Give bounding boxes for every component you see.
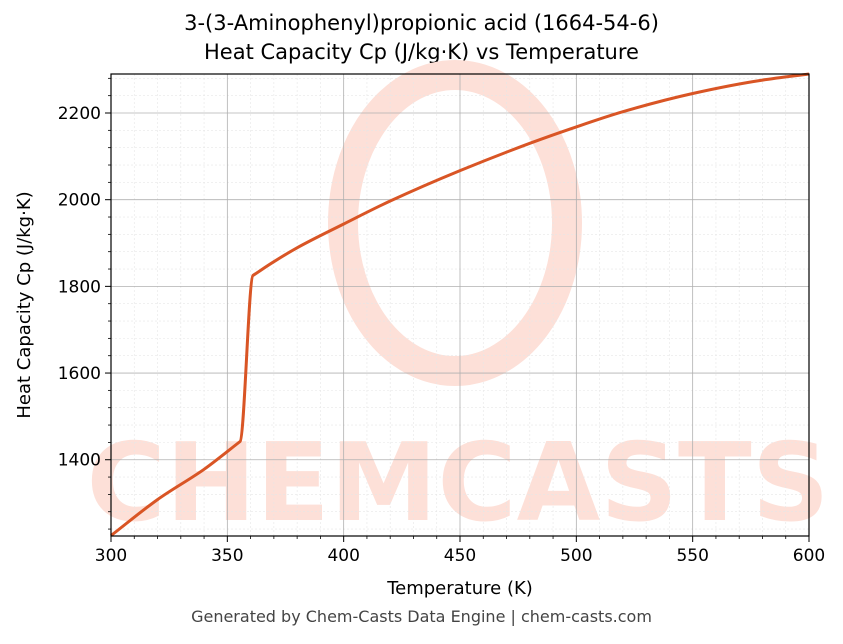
x-axis-label: Temperature (K): [386, 578, 533, 599]
chemcasts-watermark: CHEMCASTS: [87, 60, 830, 546]
y-tick-label: 1600: [58, 364, 101, 384]
chart-subtitle: Heat Capacity Cp (J/kg·K) vs Temperature: [204, 40, 639, 64]
y-tick-label: 2000: [58, 191, 101, 211]
x-tick-label: 600: [793, 546, 825, 566]
footer-credit: Generated by Chem-Casts Data Engine | ch…: [191, 607, 652, 626]
y-axis-label: Heat Capacity Cp (J/kg·K): [14, 191, 35, 418]
y-tick-label: 1800: [58, 277, 101, 297]
series-line: [110, 72, 810, 537]
x-tick-label: 550: [676, 546, 708, 566]
y-tick-label: 1400: [58, 451, 101, 471]
x-tick-label: 300: [95, 546, 127, 566]
x-tick-label: 500: [560, 546, 592, 566]
svg-text:CHEMCASTS: CHEMCASTS: [87, 421, 830, 546]
x-tick-label: 450: [444, 546, 476, 566]
chart-title: 3-(3-Aminophenyl)propionic acid (1664-54…: [184, 11, 659, 35]
x-tick-label: 350: [211, 546, 243, 566]
y-tick-label: 2200: [58, 104, 101, 124]
x-tick-label: 400: [327, 546, 359, 566]
